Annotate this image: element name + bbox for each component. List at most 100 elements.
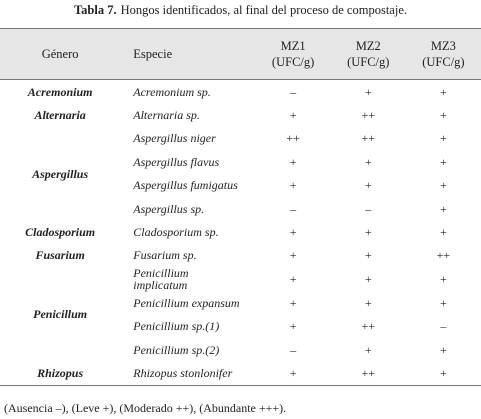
value-cell: – (290, 84, 297, 99)
row: Alternaria Alternaria sp. + ++ + (0, 103, 481, 126)
value-cell: ++ (436, 248, 451, 263)
value-cell: + (440, 272, 447, 287)
value-cell: + (289, 154, 297, 169)
value-cell: + (364, 295, 372, 310)
genus-cell: Alternaria (34, 108, 86, 123)
header-text: MZ2 (355, 39, 381, 53)
species-cell: Aspergillus flavus (120, 150, 255, 173)
species-text: Penicillium sp.(1) (133, 319, 220, 334)
value-cell: ++ (361, 108, 376, 123)
value-cell: – (365, 201, 372, 216)
genus-cell: Fusarium (35, 248, 85, 263)
value-cell: + (364, 178, 372, 193)
value-cell: + (289, 295, 297, 310)
header-text: (UFC/g) (347, 55, 390, 69)
value-cell: ++ (361, 131, 376, 146)
species-text: Penicillium implicatum (133, 266, 189, 293)
value-cell: – (290, 342, 297, 357)
genus-cell: Acremonium (27, 84, 93, 99)
row: Aspergillus flavus + + + (0, 150, 481, 173)
value-cell: ++ (361, 365, 376, 380)
species-text: Penicillium sp.(2) (133, 342, 220, 357)
value-cell: + (289, 108, 297, 123)
value-cell: + (440, 108, 447, 123)
value-cell: + (440, 201, 447, 216)
header-cell: MZ1 (UFC/g) (256, 29, 331, 80)
value-cell: + (440, 84, 447, 99)
header-text: (UFC/g) (271, 55, 315, 69)
value-cell: + (289, 272, 297, 287)
row: Penicillium expansum + + + (0, 291, 481, 314)
row: Penicillium sp.(1) + ++ – (0, 315, 481, 338)
value-cell: + (364, 225, 372, 240)
species-cell: Penicillium sp.(2) (120, 338, 255, 361)
species-text: Penicillium expansum (133, 295, 240, 310)
row: Aspergillus sp. – – + (0, 197, 481, 220)
header-cell: MZ2 (UFC/g) (331, 29, 406, 80)
genus-cell: Aspergillus (32, 166, 89, 181)
value-cell: + (440, 225, 447, 240)
header-text: Género (41, 47, 79, 61)
header-row: Género Especie MZ1 (UFC/g) MZ2 (UFC/g) MZ3 (UFC… (0, 28, 481, 80)
species-text: Aspergillus niger (133, 131, 216, 146)
row: Rhizopus Rhizopus stonlonifer + ++ + (0, 361, 481, 385)
species-text: Alternaria sp. (133, 108, 200, 123)
row: Penicillum Penicillium implicatum + + + (0, 267, 481, 320)
species-text: Rhizopus stonlonifer (133, 365, 233, 380)
genus-cell: Rhizopus (37, 365, 84, 380)
caption: Tabla 7. Hongos identificados, al final d… (0, 3, 481, 18)
header-text: (UFC/g) (422, 55, 465, 69)
row: Aspergillus Aspergillus niger ++ ++ + (0, 127, 481, 179)
row: Penicillium sp.(2) – + + (0, 338, 481, 361)
value-cell: + (364, 342, 372, 357)
row: Aspergillus fumigatus + + + (0, 174, 481, 197)
species-cell: Fusarium sp. (120, 244, 255, 267)
species-cell: Acremonium sp. (120, 80, 255, 104)
value-cell: + (364, 248, 372, 263)
header-text: MZ1 (280, 39, 306, 53)
value-cell: + (364, 272, 372, 287)
value-cell: + (289, 319, 297, 334)
value-cell: ++ (286, 131, 300, 146)
table: Género Especie MZ1 (UFC/g) MZ2 (UFC/g) MZ3 (UFC… (0, 28, 481, 386)
species-text: Acremonium sp. (133, 84, 211, 99)
value-cell: + (440, 131, 447, 146)
value-cell: + (289, 178, 297, 193)
species-text: Aspergillus fumigatus (133, 178, 238, 193)
species-text: Aspergillus flavus (133, 154, 220, 169)
header-text: Especie (133, 47, 173, 61)
value-cell: + (440, 365, 447, 380)
header-cell: Género (0, 29, 120, 80)
caption-text: Hongos identificados, al final del proce… (120, 3, 407, 17)
species-text: Aspergillus sp. (133, 201, 205, 216)
value-cell: + (289, 225, 297, 240)
row: Cladosporium Cladosporium sp. + + + (0, 220, 481, 243)
row: Acremonium Acremonium sp. – + + (0, 80, 481, 104)
caption-label: Tabla 7. (73, 3, 117, 17)
species-text: Cladosporium sp. (133, 225, 219, 240)
header-cell: MZ3 (UFC/g) (406, 29, 481, 80)
value-cell: + (364, 154, 372, 169)
value-cell: – (440, 319, 447, 334)
species-cell: Aspergillus niger (120, 127, 255, 150)
genus-cell: Penicillum (33, 307, 88, 322)
species-cell: Aspergillus fumigatus (120, 174, 255, 197)
species-cell: Penicillium expansum (120, 291, 255, 314)
value-cell: – (290, 201, 297, 216)
value-cell: + (364, 84, 372, 99)
header-text: MZ3 (430, 39, 456, 53)
species-cell: Alternaria sp. (120, 103, 255, 126)
species-cell: Penicillium sp.(1) (120, 315, 255, 338)
row: Fusarium Fusarium sp. + + ++ (0, 244, 481, 267)
header-cell: Especie (120, 29, 255, 80)
value-cell: + (440, 295, 447, 310)
value-cell: + (440, 178, 447, 193)
value-cell: + (440, 154, 447, 169)
species-cell: Cladosporium sp. (120, 220, 255, 243)
value-cell: + (289, 365, 297, 380)
species-cell: Aspergillus sp. (120, 197, 255, 220)
species-cell: Penicillium implicatum (120, 267, 255, 291)
species-text: Fusarium sp. (133, 248, 197, 263)
value-cell: + (289, 248, 297, 263)
